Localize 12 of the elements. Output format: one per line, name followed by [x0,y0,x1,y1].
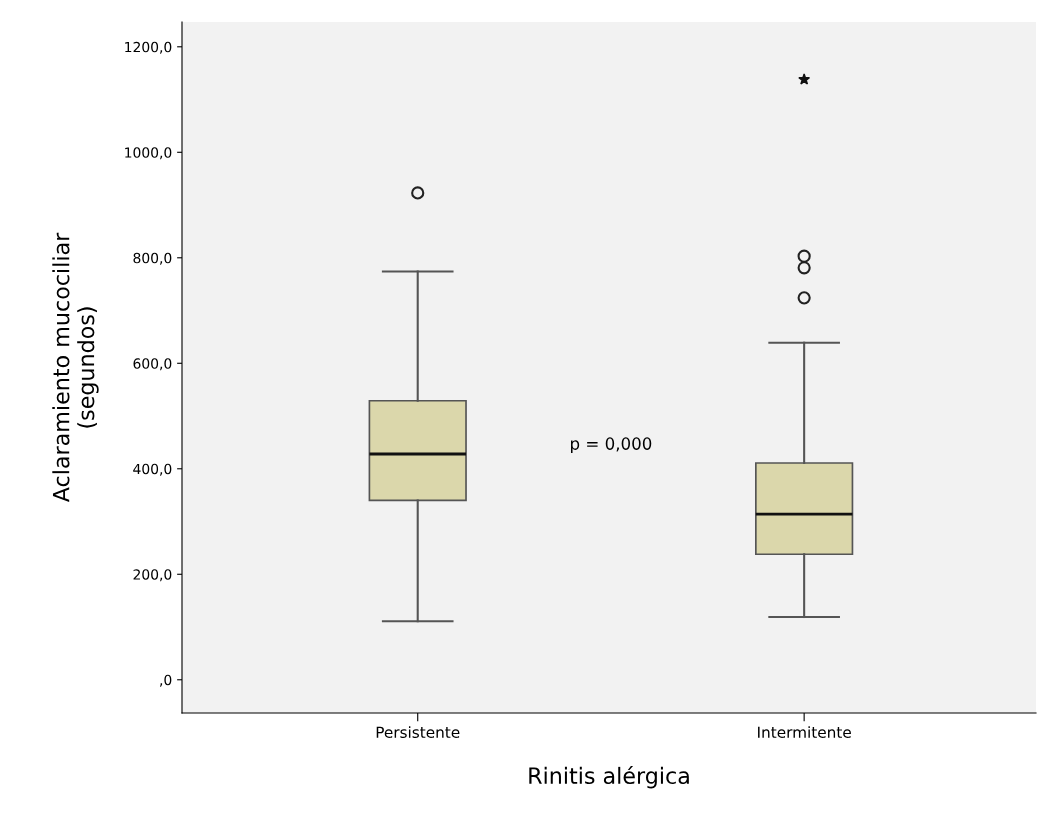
x-tick-label: Intermitente [758,726,851,739]
annotation: p = 0,000 [571,437,652,454]
x-axis-title: Rinitis alérgica [529,765,689,789]
y-tick-label: ,0 [160,674,172,687]
y-tick-label: 400,0 [133,463,172,476]
y-tick-label: 200,0 [133,569,172,582]
y-axis-title: Aclaramiento mucociliar (segundos) [52,232,99,503]
y-tick-label: 600,0 [133,358,172,371]
y-tick-label: 800,0 [133,252,172,265]
y-tick-label: 1000,0 [125,147,172,160]
y-tick-label: 1200,0 [125,41,172,54]
x-tick-label: Persistente [376,726,460,739]
